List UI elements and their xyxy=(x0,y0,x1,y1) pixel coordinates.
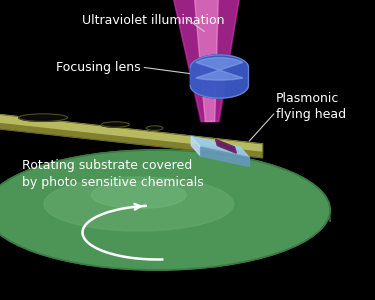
Ellipse shape xyxy=(146,126,163,130)
Polygon shape xyxy=(201,147,249,167)
Polygon shape xyxy=(191,136,201,156)
Polygon shape xyxy=(194,0,218,122)
Ellipse shape xyxy=(101,122,129,127)
Ellipse shape xyxy=(91,182,186,208)
Polygon shape xyxy=(0,112,262,152)
Polygon shape xyxy=(190,55,248,98)
Text: Rotating substrate covered
by photo sensitive chemicals: Rotating substrate covered by photo sens… xyxy=(22,159,204,189)
Polygon shape xyxy=(216,140,236,153)
Ellipse shape xyxy=(19,114,68,121)
Polygon shape xyxy=(191,136,249,158)
Polygon shape xyxy=(172,0,240,122)
Ellipse shape xyxy=(44,177,234,231)
Polygon shape xyxy=(196,58,243,80)
Text: Plasmonic
flying head: Plasmonic flying head xyxy=(276,92,346,121)
Polygon shape xyxy=(0,150,330,222)
Polygon shape xyxy=(216,140,236,153)
Polygon shape xyxy=(172,0,240,122)
Polygon shape xyxy=(190,55,248,98)
Ellipse shape xyxy=(0,150,330,270)
Text: Focusing lens: Focusing lens xyxy=(56,61,141,74)
Polygon shape xyxy=(172,0,240,122)
Text: Ultraviolet illumination: Ultraviolet illumination xyxy=(82,14,225,26)
Polygon shape xyxy=(0,122,262,158)
